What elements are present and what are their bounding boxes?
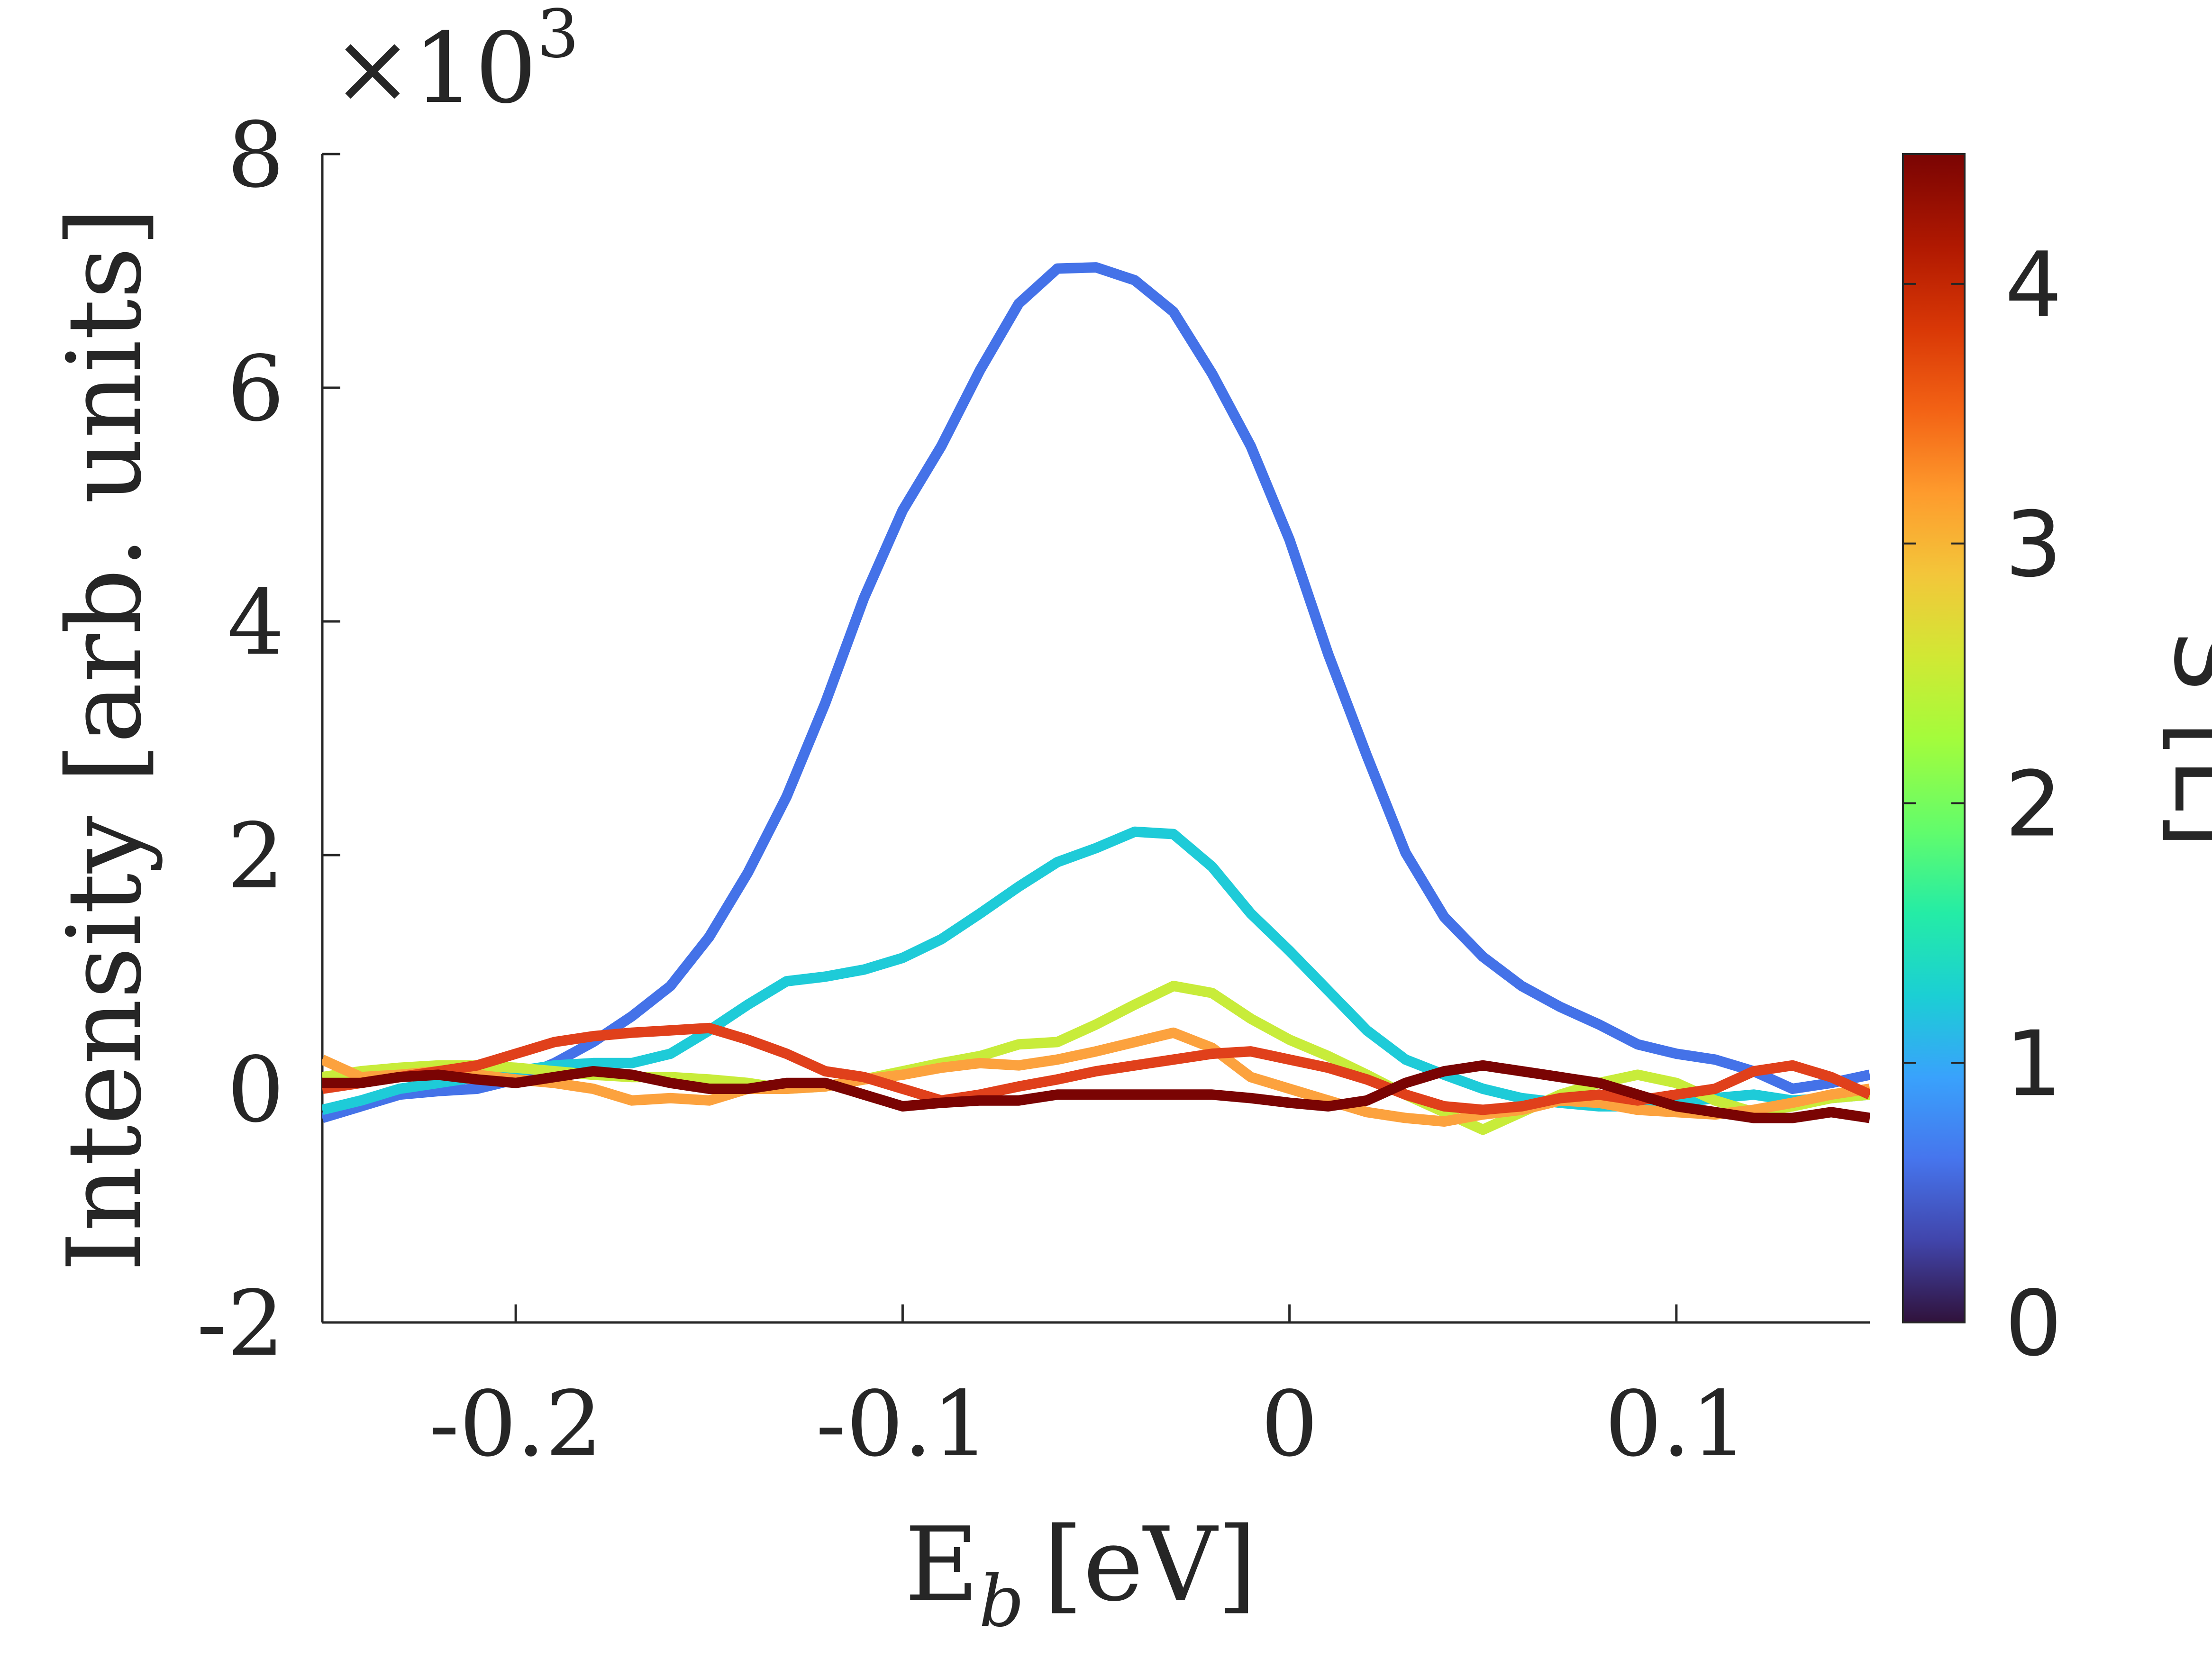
x-tick-label: -0.1 [816, 1372, 989, 1477]
series-line-6 [322, 1060, 1870, 1123]
y-axis-title: Intensity [arb. units] [45, 207, 164, 1272]
x-tick-label: -0.2 [429, 1372, 602, 1477]
colorbar-gradient [1902, 153, 1966, 1323]
y-tick-label: 8 [227, 103, 284, 208]
series-line-1 [322, 262, 1870, 1123]
y-tick-label: -2 [197, 1271, 284, 1376]
colorbar-title: S [L] [2153, 631, 2212, 848]
series-line-4 [322, 1027, 1870, 1127]
series-line-5 [322, 1022, 1870, 1115]
y-tick-label: 6 [227, 337, 284, 441]
series-group [322, 262, 1870, 1135]
y-tick-label: 4 [227, 570, 284, 675]
y-exponent-label: ×103 [332, 0, 579, 125]
y-tick-label: 2 [227, 804, 284, 909]
colorbar-tick-label: 0 [2005, 1271, 2062, 1376]
colorbar: 0 1 2 3 4 S [L] [1902, 153, 2212, 1376]
x-axis-title: Eb [eV] [904, 1505, 1256, 1643]
colorbar-tick-label: 1 [2005, 1012, 2062, 1116]
colorbar-tick-label: 4 [2005, 233, 2062, 337]
axes: -0.2 -0.1 0 0.1 -2 0 2 4 6 8 [197, 103, 1870, 1477]
colorbar-tick-label: 2 [2005, 752, 2062, 857]
y-tick-label: 0 [227, 1038, 284, 1142]
y-ticks: -2 0 2 4 6 8 [197, 103, 340, 1376]
x-tick-label: 0.1 [1605, 1372, 1748, 1477]
colorbar-ticks: 0 1 2 3 4 [1903, 233, 2062, 1376]
x-ticks: -0.2 -0.1 0 0.1 [429, 1304, 1748, 1477]
colorbar-tick-label: 3 [2005, 492, 2062, 597]
x-tick-label: 0 [1261, 1372, 1318, 1477]
